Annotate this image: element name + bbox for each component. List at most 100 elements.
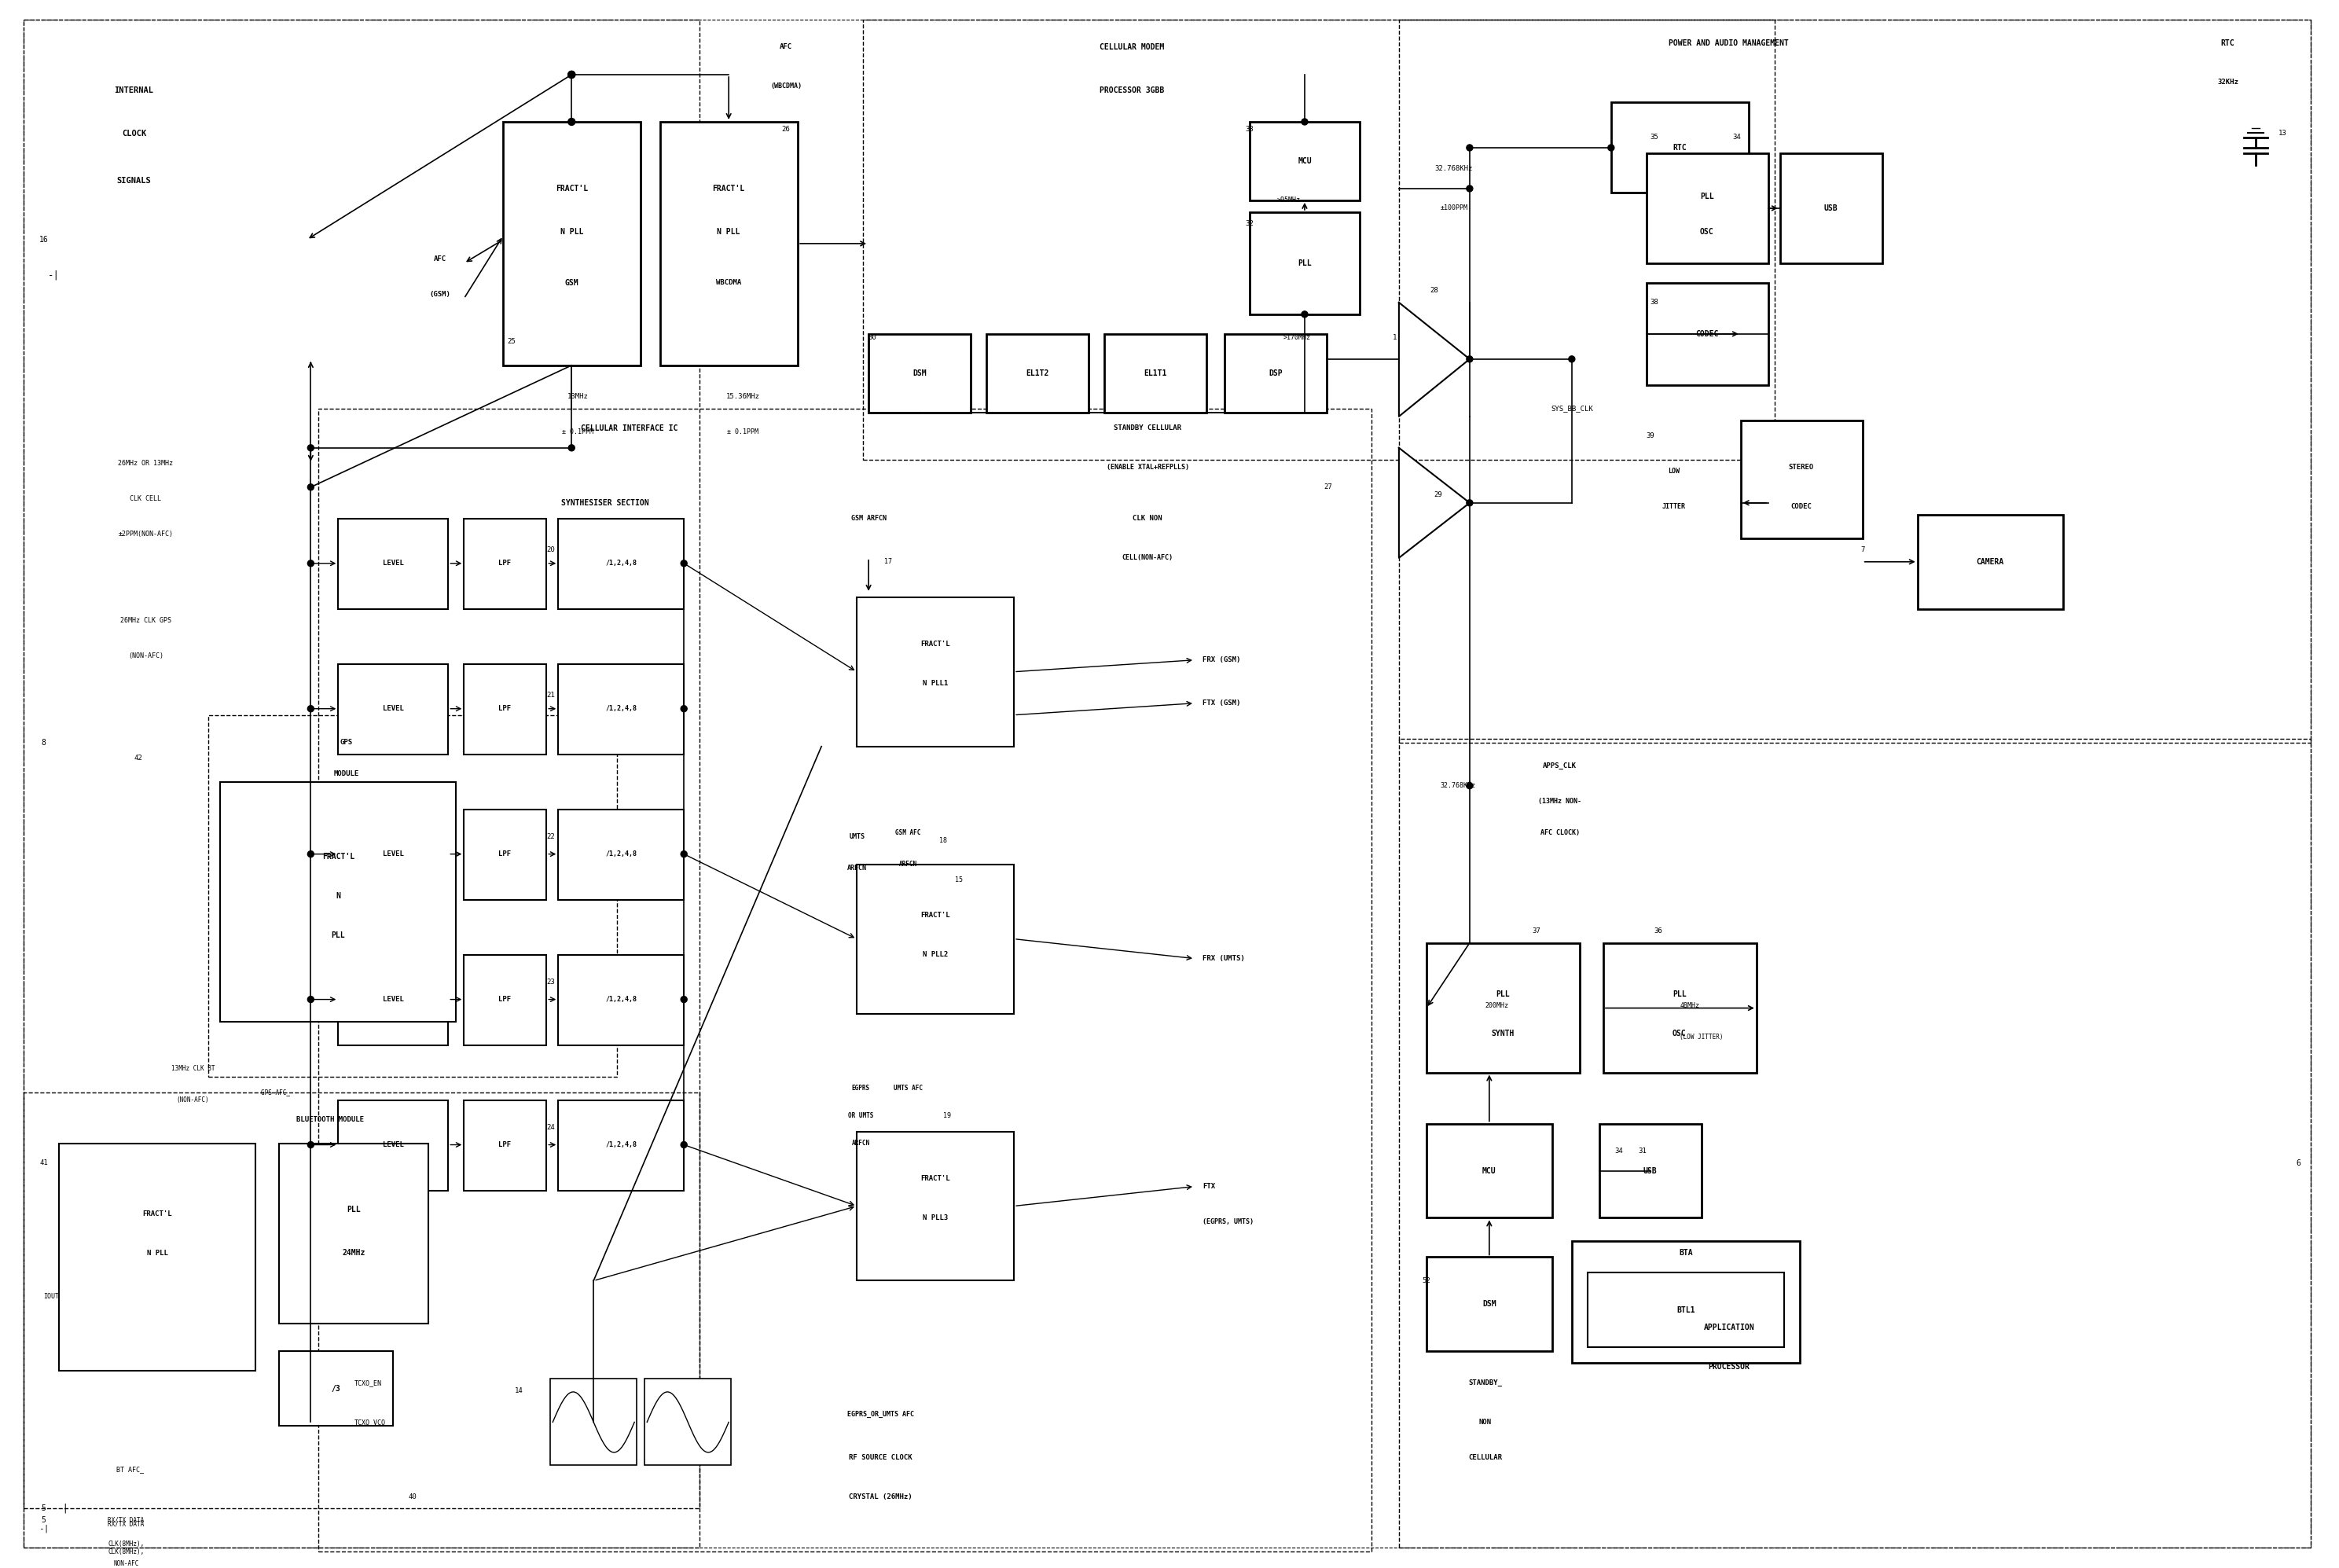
Text: SYS_BB_CLK: SYS_BB_CLK	[1551, 405, 1593, 412]
Text: PROCESSOR: PROCESSOR	[1707, 1363, 1750, 1370]
Text: ARFCN: ARFCN	[851, 1140, 870, 1146]
Text: RX/TX DATA: RX/TX DATA	[108, 1516, 145, 1524]
Text: 32.768KHz: 32.768KHz	[1434, 165, 1474, 172]
Bar	[1249, 122, 1359, 201]
Text: 32: 32	[1244, 221, 1254, 227]
Text: 33: 33	[1244, 125, 1254, 133]
Text: GSM ARFCN: GSM ARFCN	[851, 514, 886, 522]
Bar	[339, 519, 449, 608]
Bar	[856, 864, 1013, 1013]
Text: CLK(8MHz),: CLK(8MHz),	[108, 1548, 145, 1555]
Text: 42: 42	[133, 754, 143, 762]
Text: FTX (GSM): FTX (GSM)	[1202, 699, 1240, 707]
Text: 23: 23	[545, 978, 554, 986]
Text: RX/TX DATA: RX/TX DATA	[108, 1521, 145, 1527]
Text: IOUT: IOUT	[44, 1294, 58, 1300]
Bar	[220, 782, 456, 1021]
Text: PLL: PLL	[1672, 989, 1686, 997]
Circle shape	[1607, 144, 1614, 151]
Bar	[1104, 334, 1207, 412]
Text: N PLL3: N PLL3	[922, 1214, 947, 1221]
Text: 30: 30	[868, 334, 877, 342]
Text: LOW: LOW	[1668, 467, 1679, 475]
Text: 13MHz: 13MHz	[568, 394, 589, 400]
Bar	[278, 1352, 393, 1425]
Text: 39: 39	[1647, 433, 1654, 439]
Text: FRACT'L: FRACT'L	[554, 185, 587, 193]
Bar	[559, 1101, 683, 1190]
Bar	[1600, 1124, 1700, 1218]
Text: (GSM): (GSM)	[430, 292, 451, 298]
Polygon shape	[1399, 303, 1469, 417]
Circle shape	[681, 851, 688, 858]
Bar	[339, 809, 449, 900]
Circle shape	[1300, 310, 1308, 317]
Text: CLK CELL: CLK CELL	[131, 495, 161, 502]
Bar	[23, 1093, 699, 1508]
Text: 38: 38	[1649, 299, 1658, 306]
Text: CELLULAR INTERFACE IC: CELLULAR INTERFACE IC	[580, 425, 678, 433]
Text: (13MHz NON-: (13MHz NON-	[1539, 798, 1581, 804]
Text: GSM AFC: GSM AFC	[896, 829, 922, 836]
Text: CELLULAR MODEM: CELLULAR MODEM	[1099, 44, 1165, 52]
Text: >95MHz: >95MHz	[1277, 198, 1300, 204]
Text: CRYSTAL (26MHz): CRYSTAL (26MHz)	[849, 1493, 912, 1501]
Text: AFC: AFC	[779, 44, 793, 50]
Text: N PLL1: N PLL1	[922, 681, 947, 687]
Text: 48MHz: 48MHz	[1679, 1002, 1700, 1010]
Bar	[278, 1143, 428, 1323]
Circle shape	[1467, 185, 1474, 191]
Text: LEVEL: LEVEL	[384, 850, 405, 858]
Text: ±100PPM: ±100PPM	[1441, 205, 1467, 212]
Text: ± 0.1PPM: ± 0.1PPM	[561, 428, 594, 436]
Text: (EGPRS, UMTS): (EGPRS, UMTS)	[1202, 1218, 1254, 1225]
Circle shape	[309, 485, 313, 491]
Text: 18: 18	[940, 837, 947, 844]
Circle shape	[568, 445, 575, 452]
Text: 16: 16	[40, 235, 49, 243]
Text: LEVEL: LEVEL	[384, 706, 405, 712]
Bar	[559, 519, 683, 608]
Bar	[463, 955, 547, 1044]
Text: N: N	[337, 892, 341, 900]
Text: CELL(NON-AFC): CELL(NON-AFC)	[1123, 555, 1174, 561]
Text: 200MHz: 200MHz	[1485, 1002, 1509, 1010]
Text: DSP: DSP	[1268, 370, 1282, 378]
Text: /1,2,4,8: /1,2,4,8	[606, 1142, 636, 1148]
Bar	[1602, 942, 1757, 1073]
Text: 8: 8	[42, 739, 47, 746]
Text: SYNTH: SYNTH	[1490, 1029, 1513, 1036]
Bar	[1399, 20, 2311, 743]
Text: FRACT'L: FRACT'L	[922, 641, 950, 648]
Circle shape	[1467, 144, 1474, 151]
Text: BT AFC_: BT AFC_	[117, 1466, 143, 1472]
Text: PLL: PLL	[1495, 989, 1509, 997]
Text: LPF: LPF	[498, 706, 512, 712]
Text: RTC: RTC	[1672, 144, 1686, 152]
Text: BTA: BTA	[1679, 1250, 1693, 1258]
Bar	[987, 334, 1088, 412]
Bar	[559, 809, 683, 900]
Text: >170MHz: >170MHz	[1284, 334, 1310, 342]
Text: DSM: DSM	[912, 370, 926, 378]
Text: SIGNALS: SIGNALS	[117, 177, 152, 185]
Circle shape	[1467, 500, 1474, 506]
Text: GPS AFC_: GPS AFC_	[262, 1088, 290, 1096]
Circle shape	[681, 560, 688, 566]
Text: POWER AND AUDIO MANAGEMENT: POWER AND AUDIO MANAGEMENT	[1670, 39, 1789, 47]
Text: UMTS: UMTS	[849, 833, 865, 840]
Text: JITTER: JITTER	[1663, 503, 1686, 510]
Text: (LOW JITTER): (LOW JITTER)	[1679, 1033, 1724, 1041]
Text: UMTS AFC: UMTS AFC	[893, 1085, 922, 1091]
Text: DSM: DSM	[1483, 1300, 1497, 1308]
Bar	[1647, 154, 1768, 263]
Text: 22: 22	[545, 833, 554, 840]
Polygon shape	[1399, 448, 1469, 558]
Text: APPLICATION: APPLICATION	[1703, 1323, 1754, 1331]
Text: FRX (UMTS): FRX (UMTS)	[1202, 955, 1244, 963]
Text: 21: 21	[545, 691, 554, 699]
Text: (ENABLE XTAL+REFPLLS): (ENABLE XTAL+REFPLLS)	[1106, 464, 1188, 470]
Circle shape	[681, 996, 688, 1002]
Text: 31: 31	[1637, 1148, 1647, 1154]
Text: 26MHz OR 13MHz: 26MHz OR 13MHz	[119, 459, 173, 467]
